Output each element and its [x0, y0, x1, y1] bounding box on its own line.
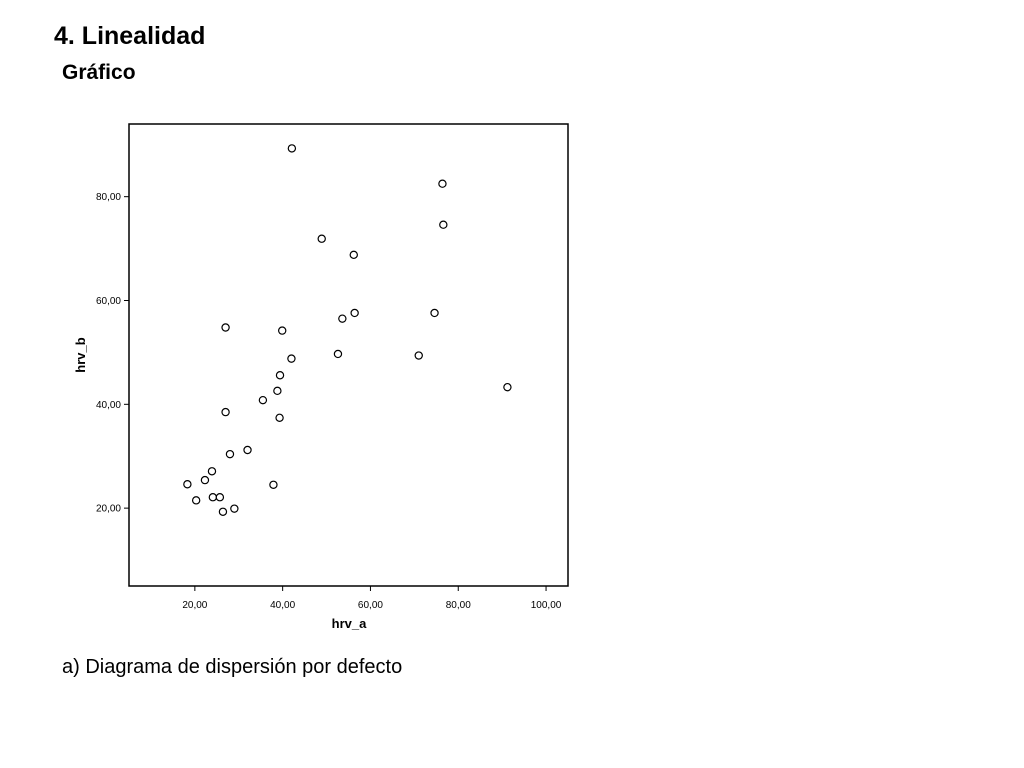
data-point [269, 480, 278, 489]
data-point [207, 467, 217, 476]
x-tick-label: 20,00 [182, 600, 207, 611]
y-tick-label: 60,00 [96, 296, 121, 307]
data-point [287, 354, 296, 363]
data-point [438, 179, 447, 188]
data-point [349, 250, 358, 260]
y-tick-label: 20,00 [96, 504, 121, 515]
data-points [183, 144, 512, 516]
data-point [230, 504, 239, 513]
slide-title: 4. Linealidad [54, 22, 206, 50]
data-point [225, 449, 235, 459]
data-point [200, 475, 210, 485]
y-tick-label: 80,00 [96, 192, 121, 203]
x-tick-label: 100,00 [531, 600, 562, 611]
y-tick-label: 40,00 [96, 400, 121, 411]
data-point [275, 371, 285, 380]
x-tick-label: 40,00 [270, 600, 295, 611]
data-point [317, 234, 326, 243]
data-point [350, 308, 359, 318]
data-point [287, 144, 297, 153]
data-point [503, 382, 512, 392]
data-point [218, 507, 228, 516]
y-axis-title: hrv_b [73, 337, 88, 372]
data-point [221, 323, 230, 332]
x-axis: 20,00 40,00 60,00 80,00 100,00 [182, 586, 562, 611]
data-point [183, 480, 192, 489]
data-point [215, 493, 225, 502]
data-point [258, 395, 268, 405]
data-point [414, 351, 423, 360]
figure-caption: a) Diagrama de dispersión por defecto [62, 656, 403, 678]
x-tick-label: 80,00 [446, 600, 471, 611]
data-point [439, 220, 448, 229]
data-point [221, 407, 230, 417]
plot-frame [128, 123, 569, 587]
data-point [333, 349, 343, 359]
data-point [243, 445, 252, 455]
x-tick-label: 60,00 [358, 600, 383, 611]
data-point [208, 493, 218, 502]
data-point [338, 314, 347, 323]
data-point [430, 308, 439, 318]
slide-subtitle: Gráfico [62, 61, 136, 84]
data-point [273, 386, 282, 396]
data-point [278, 326, 287, 335]
x-axis-title: hrv_a [332, 616, 367, 631]
data-point [191, 496, 201, 505]
y-axis: 20,00 40,00 60,00 80,00 [96, 192, 129, 515]
data-point [275, 413, 284, 423]
